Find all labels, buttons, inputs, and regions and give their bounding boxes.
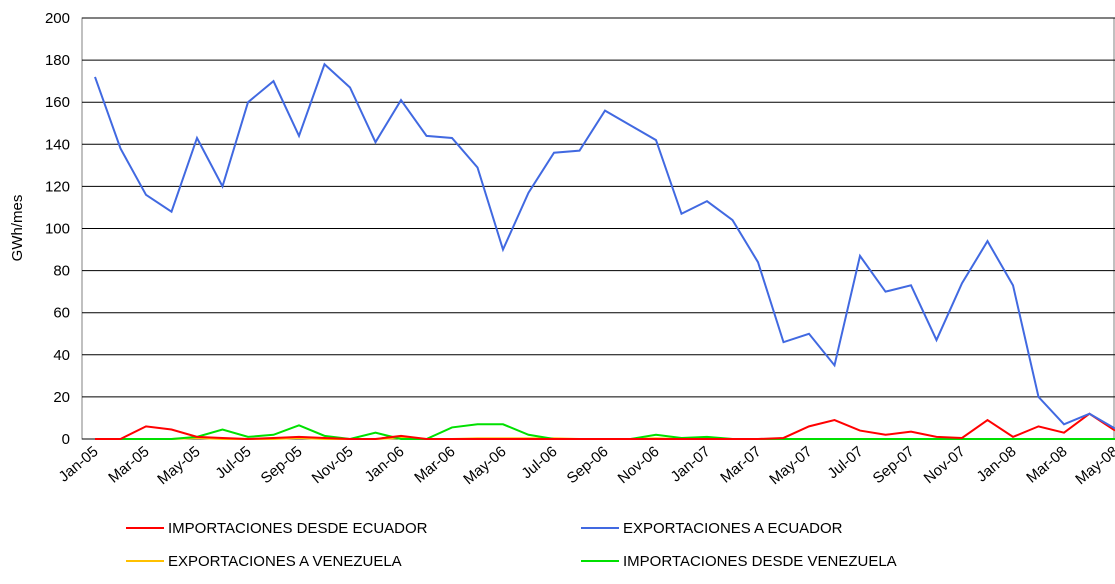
legend-label: EXPORTACIONES A VENEZUELA	[168, 553, 402, 570]
x-tick-label: Mar-08	[1023, 443, 1070, 487]
x-tick-label: May-05	[154, 443, 203, 488]
y-tick-label: 0	[62, 431, 70, 448]
series-line	[95, 412, 1115, 441]
y-tick-label: 80	[53, 263, 70, 280]
x-tick-label: May-07	[766, 443, 815, 488]
x-tick-label: Sep-06	[564, 443, 612, 487]
x-tick-label: Mar-07	[717, 443, 764, 487]
x-tick-label: May-06	[460, 443, 509, 488]
y-axis-title: GWh/mes	[9, 195, 26, 262]
x-tick-label: Jan-08	[974, 443, 1020, 486]
y-tick-label: 160	[45, 94, 70, 111]
x-tick-label: Nov-06	[615, 443, 663, 487]
x-tick-label: Jul-07	[824, 443, 866, 482]
x-tick-label: May-08	[1072, 443, 1115, 488]
x-tick-label: Nov-07	[921, 443, 969, 487]
y-tick-label: 20	[53, 389, 70, 406]
legend-label: IMPORTACIONES DESDE VENEZUELA	[623, 553, 897, 570]
x-tick-label: Sep-05	[258, 443, 306, 487]
y-tick-label: 100	[45, 221, 70, 238]
x-tick-label: Mar-06	[411, 443, 458, 487]
legend-label: IMPORTACIONES DESDE ECUADOR	[168, 520, 428, 537]
x-tick-label: Jul-05	[212, 443, 254, 482]
y-tick-label: 40	[53, 347, 70, 364]
y-tick-label: 180	[45, 52, 70, 69]
x-tick-label: Mar-05	[105, 443, 152, 487]
series-line	[94, 62, 1115, 430]
x-tick-label: Nov-05	[309, 443, 357, 487]
legend-label: EXPORTACIONES A ECUADOR	[623, 520, 843, 537]
x-tick-label: Jul-06	[518, 443, 560, 482]
y-tick-label: 120	[45, 178, 70, 195]
y-tick-label: 200	[45, 10, 70, 27]
x-tick-label: Jan-05	[56, 443, 102, 486]
x-tick-label: Sep-07	[870, 443, 918, 487]
y-tick-label: 140	[45, 136, 70, 153]
x-tick-label: Jan-06	[362, 443, 408, 486]
x-tick-label: Jan-07	[668, 443, 714, 486]
y-tick-label: 60	[53, 305, 70, 322]
